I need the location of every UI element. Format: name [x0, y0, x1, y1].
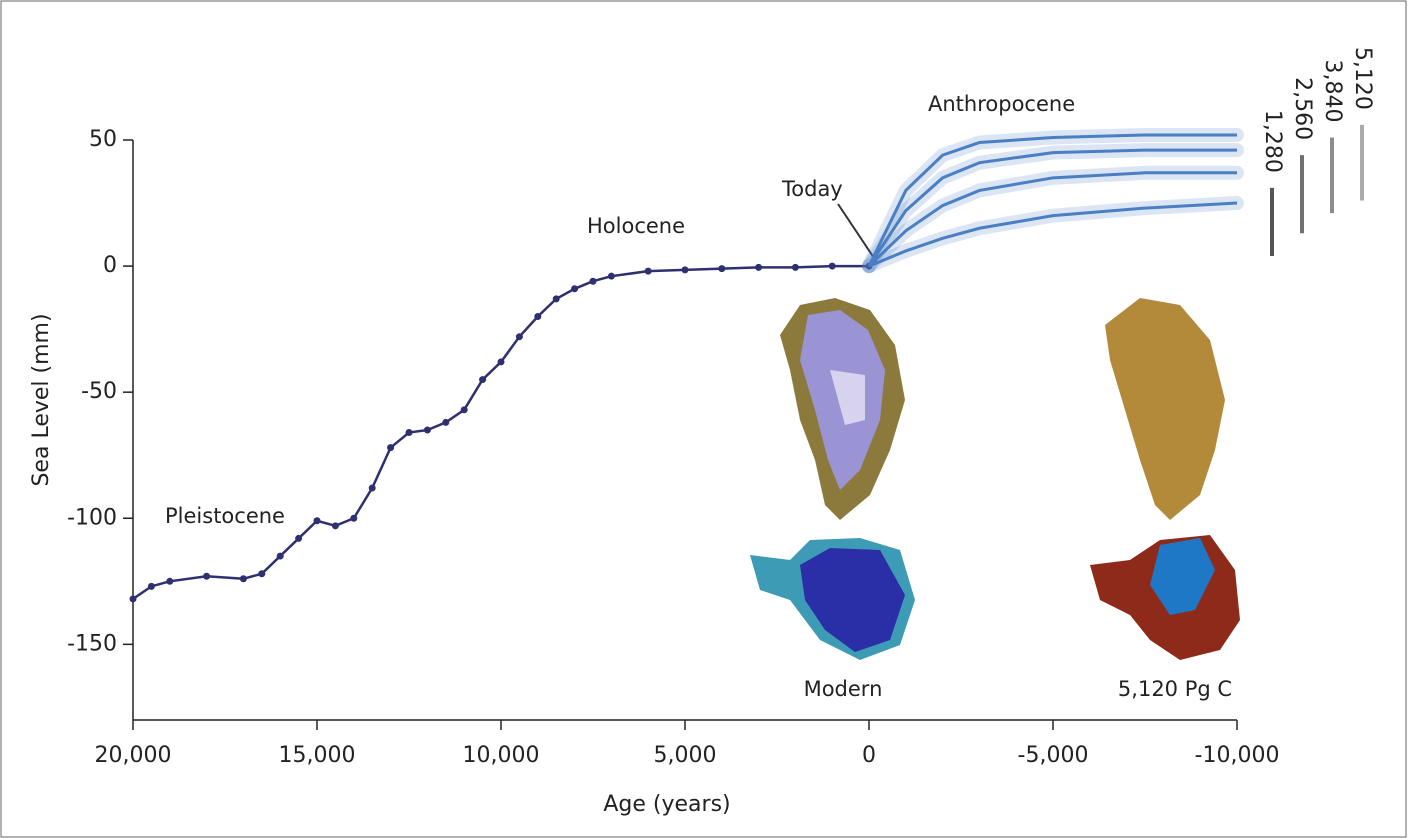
observed-point	[552, 295, 560, 303]
annotation: 5,120 Pg C	[1118, 677, 1232, 701]
observed-point	[755, 263, 763, 271]
x-tick-label: 5,000	[654, 743, 717, 768]
annotation: Today	[781, 177, 843, 201]
projection-line	[868, 201, 1238, 268]
observed-point	[718, 265, 726, 273]
observed-point	[571, 285, 579, 293]
observed-point	[534, 313, 542, 321]
x-tick-label: 0	[862, 743, 876, 768]
antarctica-5120	[1090, 535, 1240, 660]
annotation: Pleistocene	[165, 504, 285, 528]
greenland-5120	[1105, 298, 1225, 520]
y-tick-label: -100	[67, 505, 117, 530]
y-tick-label: 50	[89, 127, 117, 152]
observed-point	[644, 267, 652, 275]
projection-line	[867, 133, 1237, 267]
y-tick-label: -50	[81, 379, 117, 404]
series-label: 5,120	[1350, 47, 1375, 110]
antarctica-modern	[750, 538, 915, 660]
observed-point	[791, 263, 799, 271]
annotation: Anthropocene	[928, 92, 1075, 116]
observed-point	[387, 444, 395, 452]
observed-point	[166, 577, 174, 585]
observed-point	[589, 277, 597, 285]
x-tick-label: -5,000	[1018, 743, 1089, 768]
observed-point	[331, 522, 339, 530]
observed-point	[276, 552, 284, 560]
observed-point	[313, 517, 321, 525]
observed-point	[607, 272, 615, 280]
series-label: 3,840	[1320, 59, 1345, 122]
annotation: Holocene	[587, 214, 685, 238]
observed-point	[828, 262, 836, 270]
observed-point	[258, 570, 266, 578]
observed-line	[132, 264, 869, 600]
y-tick-label: -150	[67, 631, 117, 656]
observed-point	[515, 333, 523, 341]
observed-point	[350, 514, 358, 522]
observed-point	[405, 429, 413, 437]
x-tick-label: 10,000	[463, 743, 540, 768]
x-axis-label: Age (years)	[603, 792, 730, 817]
observed-point	[147, 582, 155, 590]
observed-point	[423, 426, 431, 434]
series-label: 1,280	[1260, 110, 1285, 173]
y-axis-label: Sea Level (mm)	[29, 313, 54, 486]
today-pointer	[837, 203, 879, 265]
greenland-modern	[780, 298, 905, 520]
observed-point	[203, 572, 211, 580]
x-tick-label: -10,000	[1195, 743, 1280, 768]
annotation: Modern	[804, 677, 883, 701]
x-tick-label: 15,000	[279, 743, 356, 768]
observed-point	[442, 418, 450, 426]
y-tick-label: 0	[103, 253, 117, 278]
observed-point	[295, 534, 303, 542]
observed-point	[497, 358, 505, 366]
observed-point	[681, 266, 689, 274]
x-tick-label: 20,000	[95, 743, 172, 768]
observed-point	[239, 575, 247, 583]
observed-point	[460, 406, 468, 414]
observed-point	[129, 595, 137, 603]
projection-line	[867, 148, 1237, 267]
observed-point	[368, 484, 376, 492]
series-label: 2,560	[1290, 77, 1315, 140]
observed-point	[479, 376, 487, 384]
projection-line	[867, 171, 1237, 268]
